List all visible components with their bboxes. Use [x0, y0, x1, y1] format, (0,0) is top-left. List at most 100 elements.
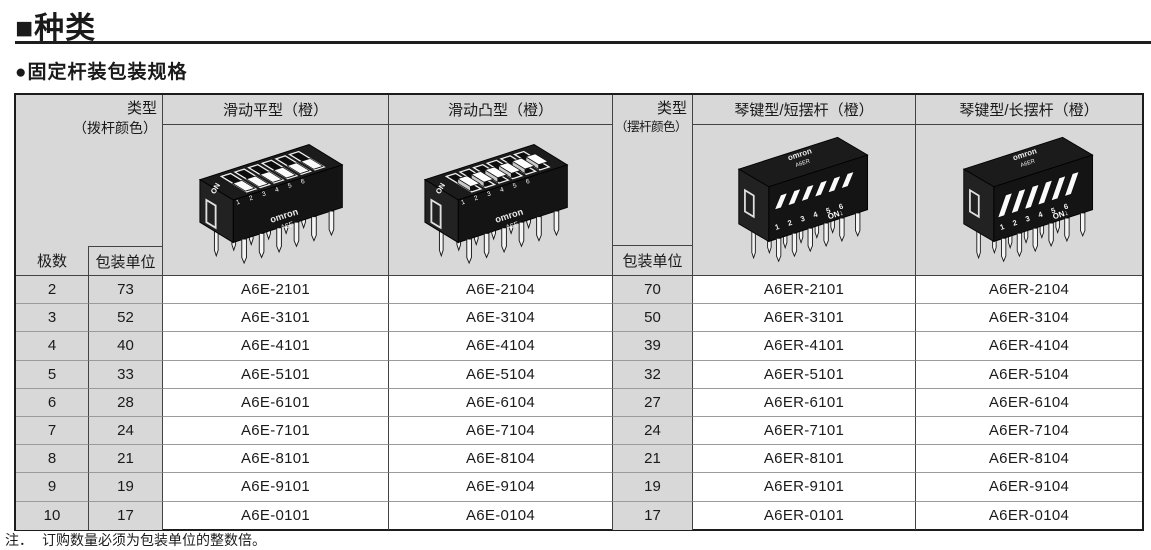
cell-pack-left: 17	[89, 501, 163, 530]
cell-poles: 5	[16, 360, 89, 389]
cell-model-piano-short: A6ER-4101	[693, 332, 916, 361]
cell-poles: 2	[16, 276, 89, 305]
pack-right-header-label: 包装单位	[622, 253, 683, 270]
col-header-piano-short: 琴键型/短摆杆（橙）	[693, 95, 916, 125]
switch-model-label: A6ER	[1020, 159, 1036, 169]
dip-switch-piano-short-illustration: omron A6ER 123456 ON↓	[737, 136, 869, 263]
switch-model-label: A6ER	[795, 159, 811, 169]
cell-poles: 9	[16, 473, 89, 502]
cell-pack-right: 21	[613, 445, 693, 474]
cell-model-piano-long: A6ER-8104	[916, 445, 1142, 474]
cell-poles: 8	[16, 445, 89, 474]
cell-model-piano-short: A6ER-8101	[693, 445, 916, 474]
cell-pack-right: 24	[613, 416, 693, 446]
footnote: 注． 订购数量必须为包装单位的整数倍。	[5, 530, 266, 550]
switch-image-cell-slide-raised: ON 123456 omron A6E	[389, 125, 613, 276]
cell-pack-left: 24	[89, 416, 163, 446]
cell-model-piano-long: A6ER-0104	[988, 507, 1070, 525]
cell-model-slide-flat: A6E-7101	[163, 416, 389, 446]
pack-left-header-cell: 包装单位	[89, 246, 163, 276]
left-type-label: 类型	[126, 100, 157, 117]
page-title: ■种类	[15, 12, 97, 45]
footnote-label: 注．	[5, 532, 33, 548]
cell-model-piano-long: A6ER-7104	[916, 417, 1142, 446]
cell-model-slide-flat: A6E-9101	[163, 473, 389, 502]
cell-pack-right: 70	[613, 276, 693, 305]
cell-model-slide-raised: A6E-6104	[389, 388, 613, 417]
cell-pack-right: 27	[613, 388, 693, 417]
dip-switch-piano-long-illustration: omron A6ER 123456 ON↓	[962, 136, 1094, 263]
cell-model-slide-flat: A6E-5101	[163, 360, 389, 389]
cell-poles: 10	[16, 501, 89, 530]
cell-model-slide-raised: A6E-4104	[389, 332, 613, 361]
right-type-header-cell: 类型 （摆杆颜色）	[613, 95, 693, 246]
cell-model-slide-flat: A6E-8101	[163, 445, 389, 474]
section-divider	[15, 41, 1151, 44]
right-type-label: 类型	[656, 100, 687, 117]
cell-model-slide-flat: A6E-0101	[163, 501, 389, 530]
footnote-text: 订购数量必须为包装单位的整数倍。	[42, 532, 266, 548]
cell-pack-right: 19	[613, 473, 693, 502]
cell-model-piano-short: A6ER-0101	[693, 501, 916, 530]
cell-model-slide-flat: A6E-2101	[163, 276, 389, 305]
cell-model-slide-raised: A6E-9104	[389, 473, 613, 502]
cell-pack-left: 33	[89, 360, 163, 389]
cell-pack-left: 19	[89, 473, 163, 502]
cell-model-piano-short: A6ER-9101	[693, 473, 916, 502]
cell-pack-left: 40	[89, 332, 163, 361]
dip-switch-slide-raised-illustration: ON 123456 omron A6E	[423, 143, 569, 265]
cell-model-slide-raised: A6E-0104	[389, 501, 613, 530]
poles-header-label: 极数	[36, 253, 67, 270]
pack-left-header-label: 包装单位	[95, 253, 156, 271]
switch-image-cell-slide-flat: ON 123456 omron A6E	[163, 125, 389, 276]
cell-model-piano-long: A6ER-6104	[916, 389, 1142, 417]
switch-image-cell-piano-long: omron A6ER 123456 ON↓	[916, 125, 1142, 276]
pack-right-header-cell: 包装单位	[613, 246, 693, 276]
cell-model-slide-flat: A6E-4101	[163, 332, 389, 361]
col-header-slide-raised: 滑动凸型（橙）	[389, 95, 613, 125]
cell-pack-right: 39	[613, 332, 693, 361]
cell-model-piano-long: A6ER-9104	[916, 473, 1142, 502]
col-header-slide-flat-label: 滑动平型（橙）	[222, 102, 328, 119]
left-type-sub-label: （拨杆颜色）	[73, 120, 157, 137]
cell-model-piano-short: A6ER-3101	[693, 304, 916, 333]
poles-header-cell: 极数	[16, 246, 89, 276]
cell-model-slide-raised: A6E-7104	[389, 416, 613, 446]
cell-pack-left: 28	[89, 388, 163, 417]
col-header-slide-flat: 滑动平型（橙）	[163, 95, 389, 125]
cell-model-piano-long: A6ER-2104	[916, 276, 1142, 305]
cell-model-slide-raised: A6E-8104	[389, 445, 613, 474]
cell-model-piano-short: A6ER-6101	[693, 388, 916, 417]
right-type-sub-label: （摆杆颜色）	[614, 120, 688, 135]
cell-model-piano-long: A6ER-3104	[916, 304, 1142, 333]
cell-pack-right: 32	[613, 360, 693, 389]
switch-model-label: A6E	[280, 221, 295, 232]
switch-model-label: A6E	[505, 221, 520, 232]
cell-pack-right: 50	[613, 304, 693, 333]
cell-model-slide-raised: A6E-3104	[389, 304, 613, 333]
packing-spec-table: 类型 （拨杆颜色） 极数 包装单位 滑动平型（橙）	[14, 93, 1144, 531]
cell-model-slide-raised: A6E-5104	[389, 360, 613, 389]
cell-pack-left: 52	[89, 304, 163, 333]
col-header-piano-long-label: 琴键型/长摆杆（橙）	[959, 102, 1099, 119]
subsection-title: ●固定杆装包装规格	[15, 62, 188, 83]
cell-model-piano-short: A6ER-5101	[693, 360, 916, 389]
cell-model-piano-short: A6ER-2101	[693, 276, 916, 305]
cell-model-piano-long: A6ER-5104	[916, 361, 1142, 389]
dip-switch-slide-flat-illustration: ON 123456 omron A6E	[198, 143, 344, 265]
col-header-slide-raised-label: 滑动凸型（橙）	[447, 102, 553, 119]
cell-model-slide-flat: A6E-6101	[163, 388, 389, 417]
cell-pack-left: 73	[89, 276, 163, 305]
cell-poles: 7	[16, 416, 89, 446]
col-header-piano-short-label: 琴键型/短摆杆（橙）	[734, 102, 874, 119]
cell-model-piano-long: A6ER-4104	[916, 332, 1142, 361]
cell-poles: 4	[16, 332, 89, 361]
cell-model-slide-flat: A6E-3101	[163, 304, 389, 333]
col-header-piano-long: 琴键型/长摆杆（橙）	[916, 95, 1142, 125]
cell-poles: 6	[16, 388, 89, 417]
cell-model-piano-short: A6ER-7101	[693, 416, 916, 446]
cell-model-slide-raised: A6E-2104	[389, 276, 613, 305]
switch-image-cell-piano-short: omron A6ER 123456 ON↓	[693, 125, 916, 276]
left-type-header-cell: 类型 （拨杆颜色）	[16, 95, 163, 246]
cell-pack-right: 17	[613, 501, 693, 530]
